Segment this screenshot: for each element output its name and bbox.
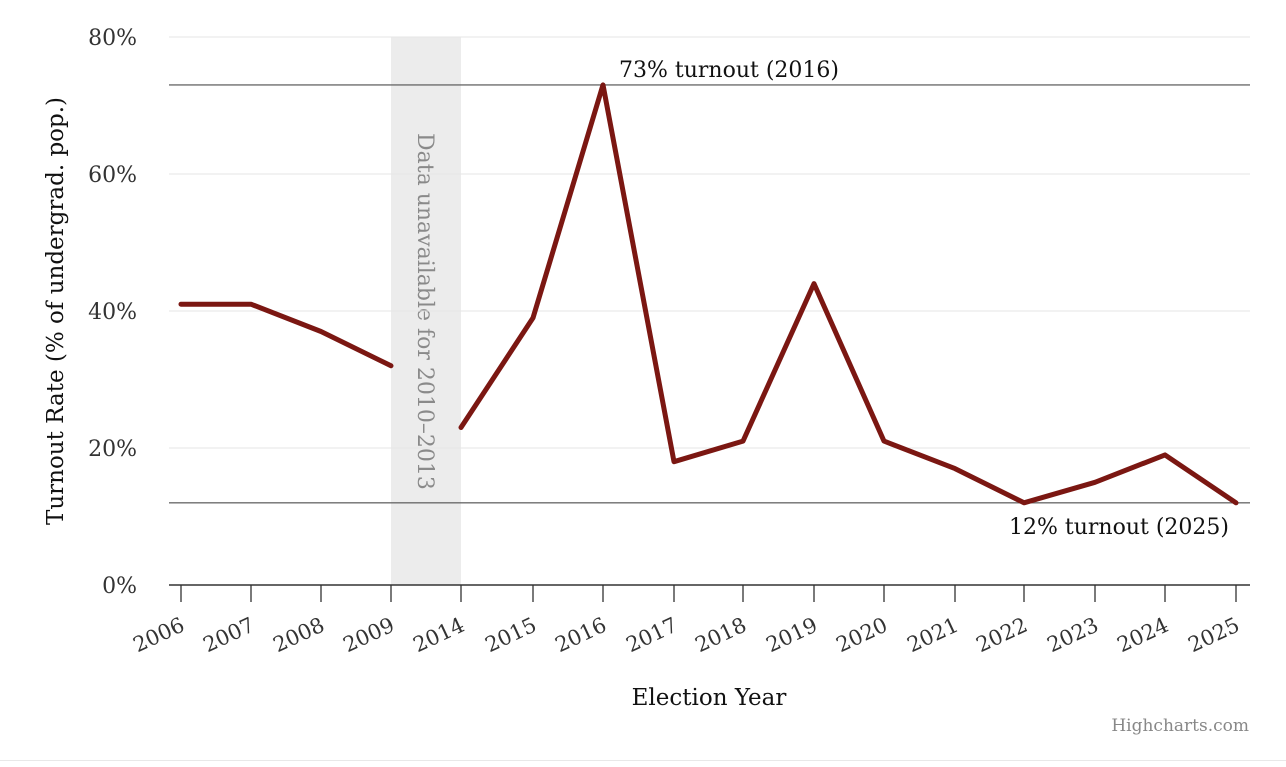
y-tick-label: 20%	[88, 437, 137, 462]
x-tick-label: 2019	[763, 613, 822, 657]
series-line-segment-2[interactable]	[458, 82, 1239, 506]
x-tick-label: 2025	[1185, 613, 1244, 657]
x-tick-label: 2008	[270, 613, 329, 657]
x-tick-label: 2006	[130, 613, 189, 657]
y-axis-title: Turnout Rate (% of undergrad. pop.)	[43, 97, 69, 525]
x-tick-label: 2024	[1114, 613, 1173, 657]
grid-layer	[169, 36, 1250, 449]
x-tick-label: 2015	[482, 613, 541, 657]
x-tick-label: 2018	[692, 613, 751, 657]
x-tick-label: 2009	[340, 613, 399, 657]
x-axis-title: Election Year	[632, 685, 787, 711]
x-tick-label: 2023	[1044, 613, 1103, 657]
axis-layer: 0%20%40%60%80%2006 2007 2008 2009 2014 2015 20…	[88, 26, 1250, 657]
bottom-divider	[0, 760, 1286, 761]
x-tick-label: 2021	[904, 613, 963, 657]
x-tick-label: 2016	[552, 613, 611, 657]
plot-line-layer: 73% turnout (2016) 12% turnout (2025)	[169, 58, 1250, 540]
plot-line-label-12: 12% turnout (2025)	[1009, 515, 1229, 540]
label-layer: Turnout Rate (% of undergrad. pop.) Elec…	[43, 97, 1249, 736]
series-line-segment-1[interactable]	[178, 301, 394, 369]
series-layer	[178, 82, 1239, 506]
y-tick-label: 40%	[88, 300, 137, 325]
y-tick-label: 60%	[88, 163, 137, 188]
x-tick-label: 2020	[833, 613, 892, 657]
y-tick-label: 80%	[88, 26, 137, 51]
credits-link[interactable]: Highcharts.com	[1111, 716, 1249, 736]
plot-line-label-73: 73% turnout (2016)	[619, 58, 839, 83]
x-tick-label: 2007	[200, 613, 259, 657]
x-tick-label: 2017	[623, 613, 682, 657]
y-tick-label: 0%	[102, 574, 137, 599]
x-tick-label: 2022	[973, 613, 1032, 657]
x-tick-label: 2014	[410, 613, 469, 657]
